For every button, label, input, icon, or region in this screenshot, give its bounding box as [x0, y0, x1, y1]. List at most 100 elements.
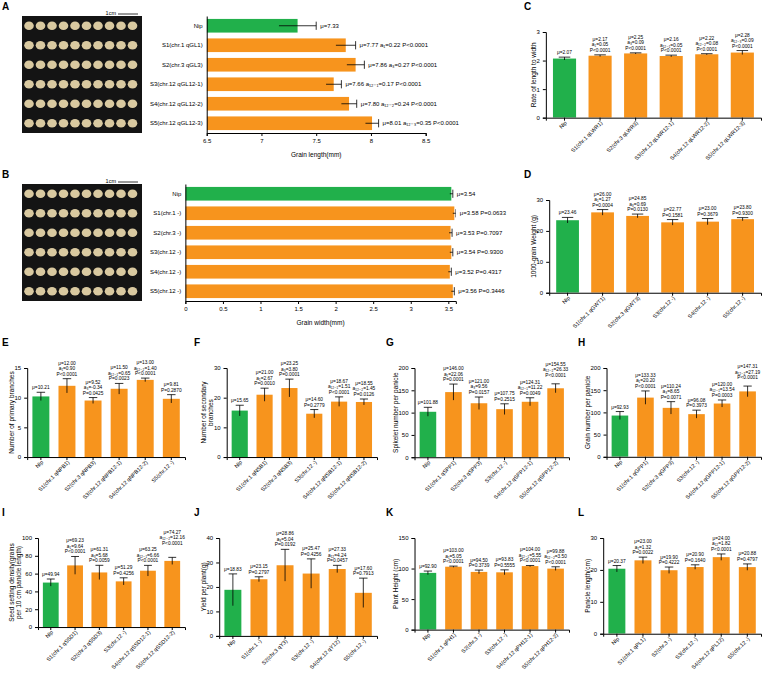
annotation: μ=23.25 — [281, 361, 299, 366]
tick: 80 — [25, 553, 38, 559]
figure: A1cmNipS1(chr.1 qGL1)S2(chr.3 qGL3)S3(ch… — [0, 0, 767, 674]
annotation: P<0.0001 — [545, 560, 566, 565]
error-cap — [333, 565, 341, 566]
tick-mark — [604, 412, 607, 413]
error-cap — [702, 218, 713, 219]
annotation: P=0.5555 — [494, 563, 515, 568]
grain — [24, 60, 34, 69]
tick: 1 — [259, 301, 263, 312]
grain — [93, 119, 103, 128]
tick-mark — [35, 591, 38, 592]
error-line — [742, 218, 743, 221]
annotation: a₁=0.90 — [59, 366, 76, 371]
grain — [128, 60, 138, 69]
grain — [70, 21, 80, 30]
bar — [713, 557, 730, 634]
annotation: P=0.2870 — [161, 388, 182, 393]
tick: S3(chr.12 -) — [150, 249, 185, 255]
error-bar — [335, 397, 343, 406]
bar — [695, 54, 718, 117]
bar — [420, 573, 437, 630]
tick-label: 100 — [399, 566, 410, 572]
tick: S4(chr.12 -) — [150, 269, 185, 275]
tick: 10 — [207, 609, 220, 615]
tick: 0 — [18, 454, 27, 460]
error-cap — [500, 403, 508, 404]
grain — [82, 287, 92, 296]
error-cap — [355, 41, 356, 49]
error-cap — [691, 564, 699, 565]
category-label: S4(chr.12 qNPB12-2) — [107, 459, 148, 500]
annotation: P=0.2779 — [304, 403, 325, 408]
tick-label: 0 — [29, 624, 33, 630]
tick-mark — [412, 435, 415, 436]
grain — [24, 287, 34, 296]
plot-marks — [556, 210, 754, 293]
category-label: S2(chr.3 qSPP3) — [449, 459, 482, 492]
tick: S3(chr.12 -) — [293, 457, 318, 484]
error-line — [75, 556, 76, 574]
grain — [116, 228, 126, 237]
tick: S4(chr.12 qNPB12-2) — [107, 457, 148, 500]
tick: S3(chr.12 -) — [483, 457, 508, 484]
annotation: P<0.0001 — [625, 46, 646, 51]
tick-label: 6.5 — [203, 138, 212, 144]
bar — [185, 206, 454, 220]
grain — [59, 119, 69, 128]
error-bar — [718, 400, 726, 407]
category-label: S3(chr.12 -) — [675, 459, 700, 484]
grain — [116, 99, 126, 108]
tick-label: 20 — [207, 584, 214, 590]
annotation: μ=9.81 — [164, 382, 179, 387]
annotation: P<0.0001 — [661, 48, 682, 53]
error-bar — [692, 410, 700, 418]
tick: S5(chr.12 -) — [726, 634, 751, 661]
annotation: P=0.3739 — [469, 563, 490, 568]
bar — [471, 572, 488, 630]
tick: S1(chr.1 -) — [240, 636, 263, 660]
axis-line — [607, 457, 761, 460]
bar — [553, 59, 576, 118]
tick: S2(chr.3 qNSB3) — [259, 457, 293, 493]
grain — [36, 189, 46, 198]
error-bar — [449, 384, 457, 400]
tick-label: 30 — [591, 535, 598, 541]
tick-mark — [600, 538, 603, 539]
grain — [82, 189, 92, 198]
category-label: S1(chr.1 qGL1) — [162, 42, 203, 48]
error-cap — [364, 61, 365, 69]
annotation: a₁₂₋₂=1.40 — [134, 366, 157, 371]
tick-label: 60 — [25, 571, 32, 577]
panel: GNipS1(chr.1 qSPP1)S2(chr.3 qSPP3)S3(chr… — [386, 337, 570, 500]
error-bar — [279, 22, 316, 30]
error-bar — [743, 386, 751, 397]
error-line — [147, 565, 148, 576]
bar — [556, 220, 579, 293]
error-cap — [360, 399, 368, 400]
category-label: S1(chr.1 qPL1) — [616, 636, 646, 666]
bar — [496, 409, 513, 457]
bar — [731, 53, 754, 118]
annotation: a₁₂₋₂=12.16 — [160, 535, 186, 540]
plot-marks — [420, 565, 564, 629]
category-label: Nip — [44, 629, 54, 639]
error-bar — [359, 578, 367, 607]
x-axis: NipS1(chr.1 qLWR1)S2(chr.3 qLWR3)S3(chr.… — [546, 118, 761, 162]
error-line — [670, 402, 671, 414]
y-axis-title: Grain number per panicle — [584, 375, 592, 449]
annotation: μ=17.60 — [355, 566, 373, 571]
grain-photo — [22, 16, 142, 133]
category-label: Nip — [421, 459, 431, 469]
grain — [70, 189, 80, 198]
error-cap — [451, 268, 452, 276]
tick: S3(chr.12 -) — [675, 457, 700, 484]
annotation: P=0.4222 — [659, 560, 680, 565]
x-axis: NipS1(chr.1 qSPP1)S2(chr.3 qSPP3)S3(chr.… — [415, 457, 569, 500]
error-line — [279, 25, 316, 26]
tick: S1(chr.1 qGL1) — [162, 42, 207, 48]
error-line — [450, 252, 453, 253]
tick-mark — [216, 538, 219, 539]
grain — [24, 228, 34, 237]
y-axis-title-line: Grain number per panicle — [584, 375, 592, 449]
annotation: P=0.0071 — [661, 395, 682, 400]
